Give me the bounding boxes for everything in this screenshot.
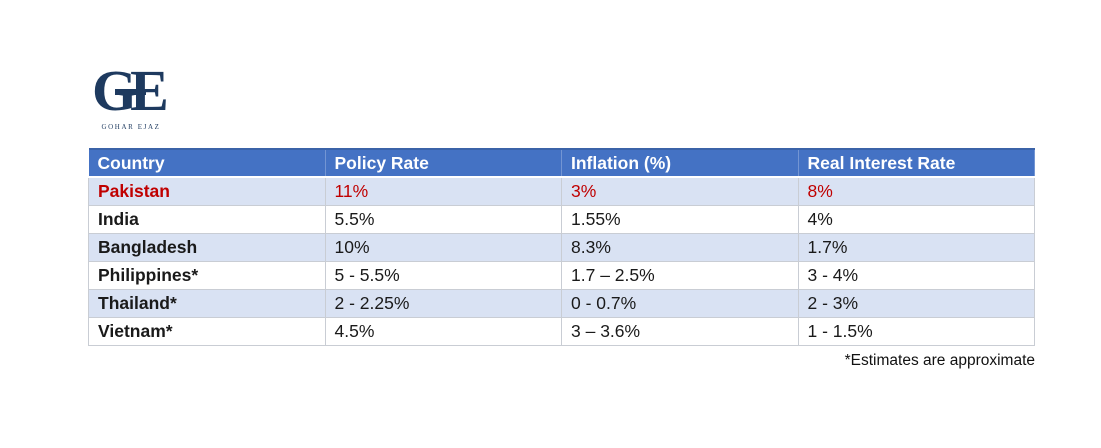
cell-real-interest-rate: 4% [797,205,1035,234]
footnote: *Estimates are approximate [844,352,1035,369]
cell-policy-rate: 2 - 2.25% [324,289,562,318]
cell-country: India [88,205,326,234]
cell-country: Philippines* [88,261,326,290]
column-header-inflation: Inflation (%) [561,148,799,178]
cell-policy-rate: 11% [324,177,562,206]
logo-crossbar [115,89,146,95]
cell-country: Pakistan [88,177,326,206]
column-header-policy-rate: Policy Rate [325,148,562,178]
cell-country: Bangladesh [88,233,326,262]
cell-policy-rate: 5.5% [324,205,562,234]
column-header-country: Country [88,148,326,178]
cell-inflation: 1.55% [561,205,799,234]
table-row-pakistan: Pakistan 11% 3% 8% [88,177,1035,206]
table-row-india: India 5.5% 1.55% 4% [88,205,1035,234]
cell-real-interest-rate: 1.7% [797,233,1035,262]
cell-inflation: 0 - 0.7% [561,289,799,318]
table-row-philippines: Philippines* 5 - 5.5% 1.7 – 2.5% 3 - 4% [88,261,1035,290]
table-row-vietnam: Vietnam* 4.5% 3 – 3.6% 1 - 1.5% [88,317,1035,346]
cell-inflation: 1.7 – 2.5% [561,261,799,290]
rates-table: Country Policy Rate Inflation (%) Real I… [88,148,1035,346]
table-header-row: Country Policy Rate Inflation (%) Real I… [88,148,1035,178]
cell-policy-rate: 10% [324,233,562,262]
cell-inflation: 8.3% [561,233,799,262]
cell-country: Vietnam* [88,317,326,346]
cell-real-interest-rate: 3 - 4% [797,261,1035,290]
logo: GE GOHAR EJAZ [92,62,176,132]
logo-wordmark: GOHAR EJAZ [101,123,161,131]
logo-monogram-icon: GE [92,62,176,120]
cell-inflation: 3% [561,177,799,206]
cell-real-interest-rate: 8% [797,177,1035,206]
table-row-bangladesh: Bangladesh 10% 8.3% 1.7% [88,233,1035,262]
cell-policy-rate: 4.5% [324,317,562,346]
cell-real-interest-rate: 2 - 3% [797,289,1035,318]
cell-real-interest-rate: 1 - 1.5% [797,317,1035,346]
table-row-thailand: Thailand* 2 - 2.25% 0 - 0.7% 2 - 3% [88,289,1035,318]
column-header-real-interest-rate: Real Interest Rate [798,148,1035,178]
cell-inflation: 3 – 3.6% [561,317,799,346]
cell-policy-rate: 5 - 5.5% [324,261,562,290]
cell-country: Thailand* [88,289,326,318]
